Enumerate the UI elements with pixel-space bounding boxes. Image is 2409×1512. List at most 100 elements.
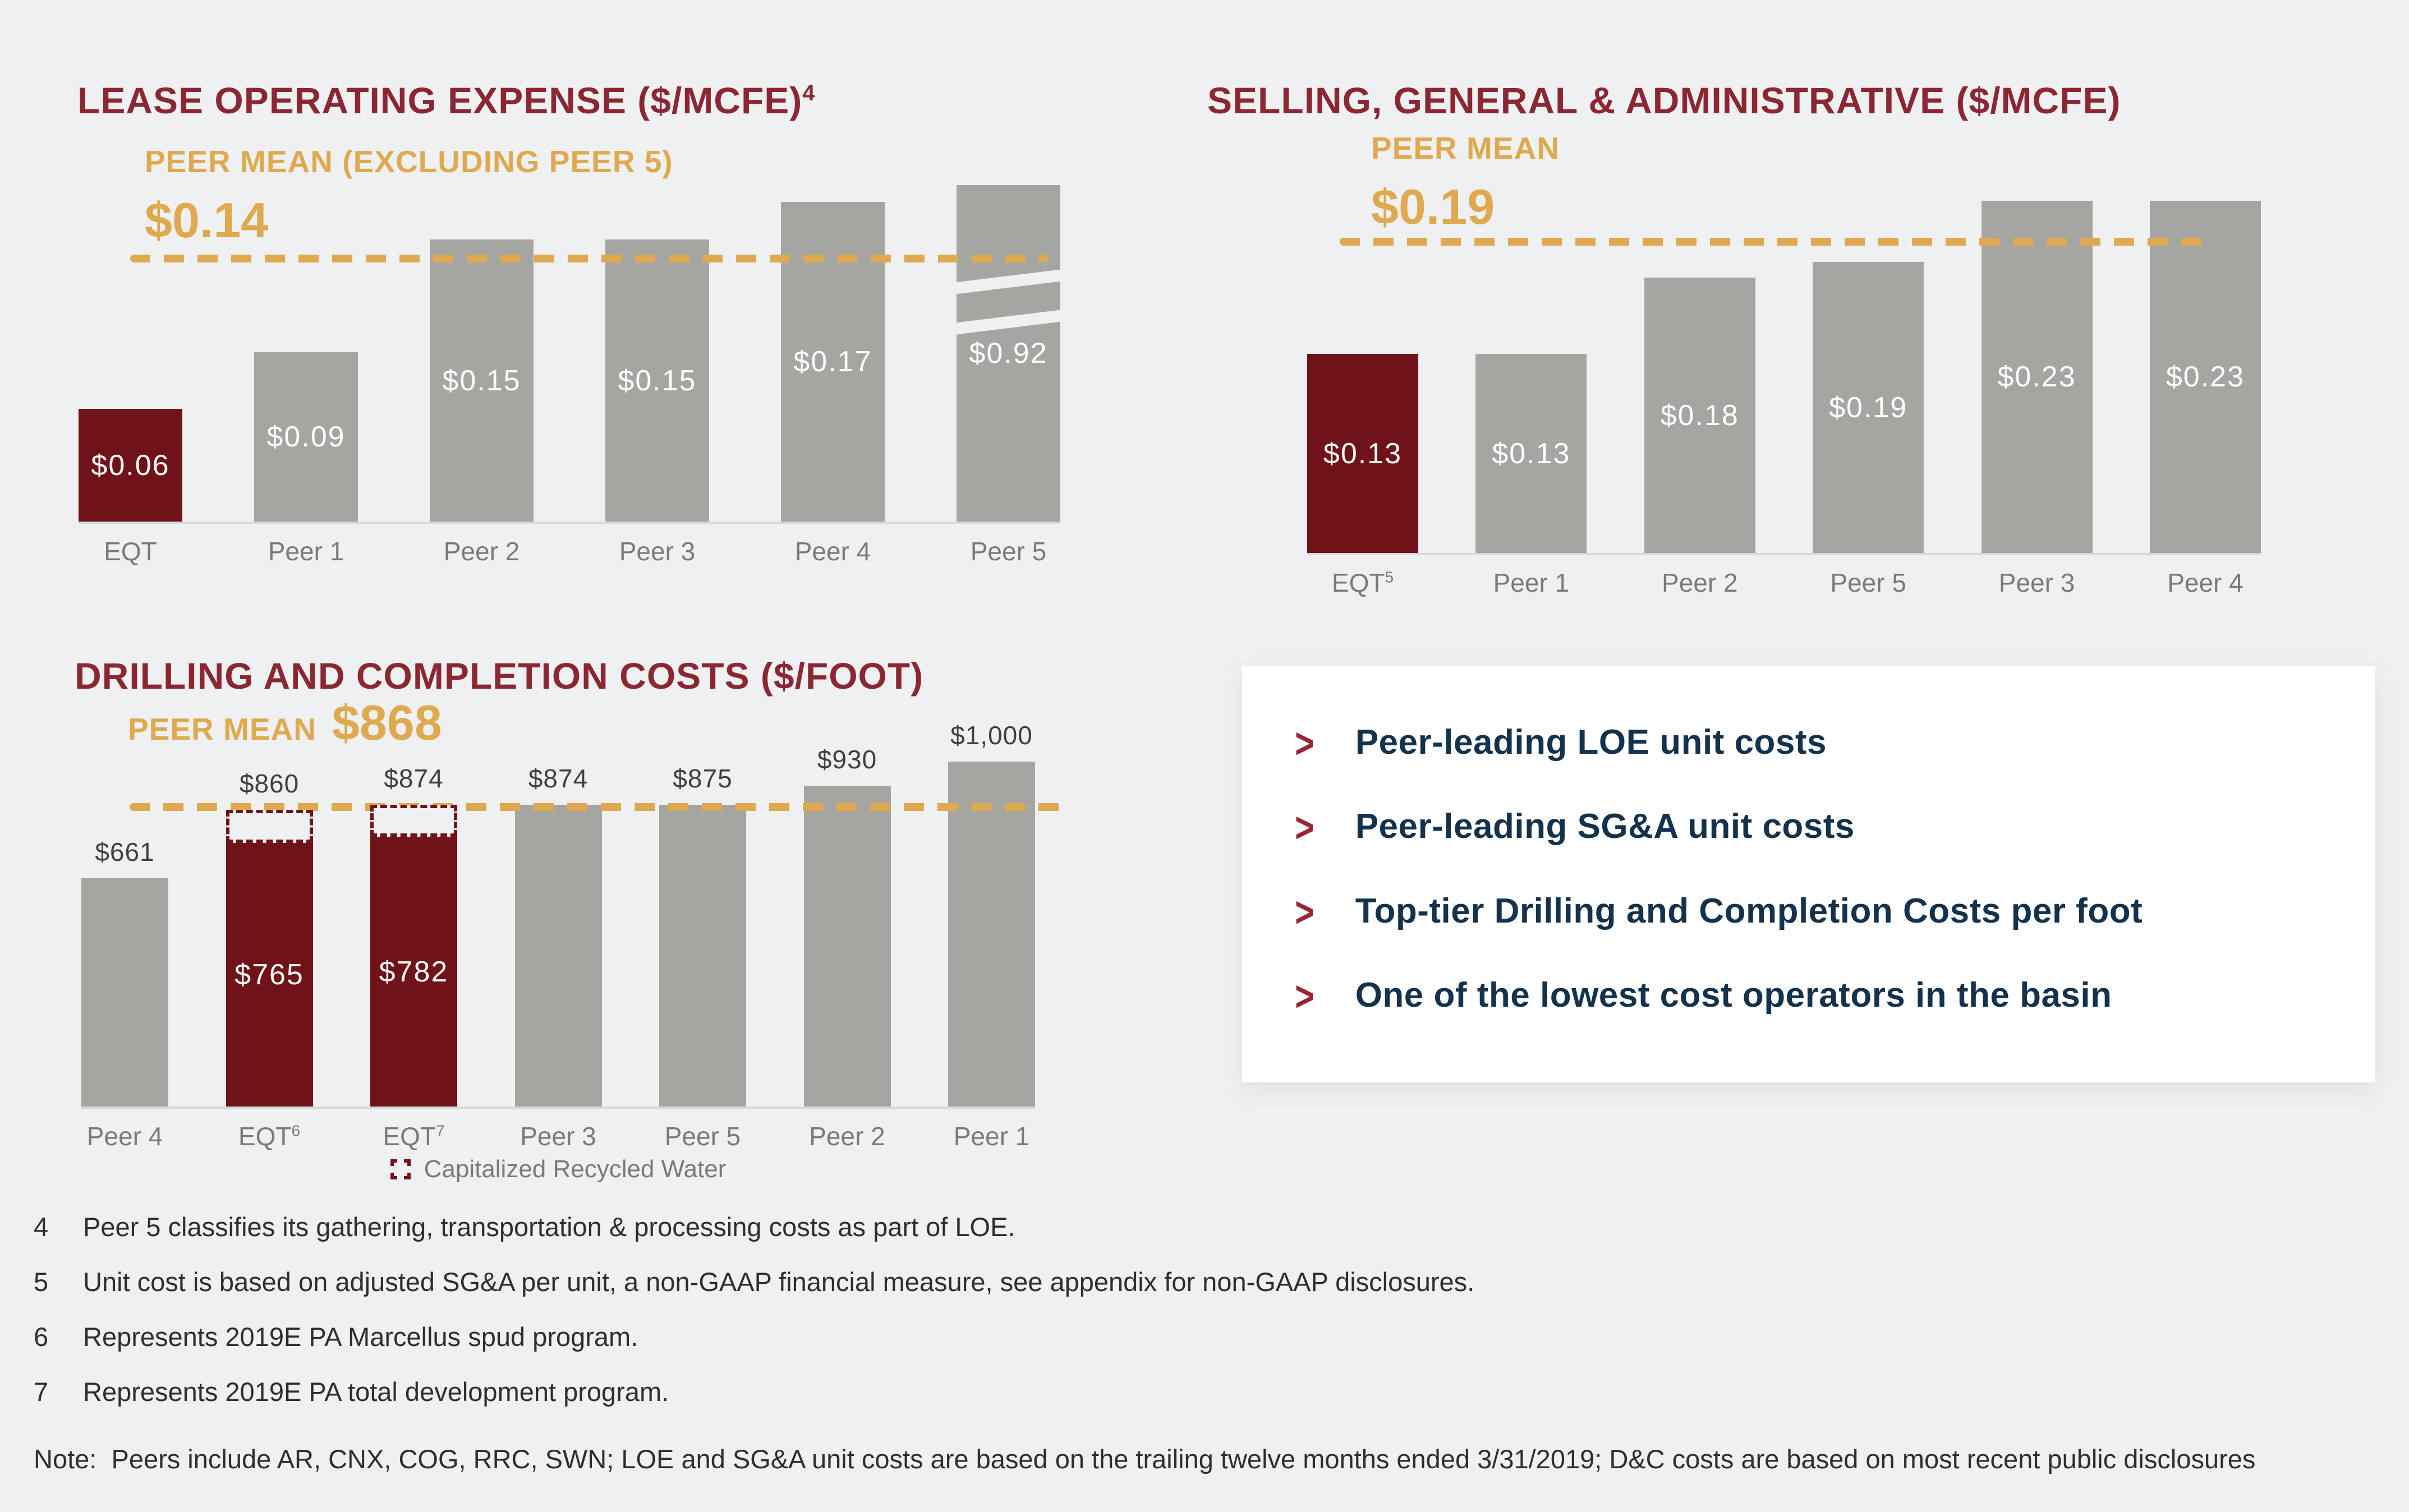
bar-value-label: $0.19 [1829,391,1908,424]
bar-slot-peer-2: $930 Peer 2 [803,745,891,1151]
bar-slot-eqt: $0.06 EQT [79,409,182,566]
bar-value-label: $0.09 [266,421,346,453]
chevron-right-icon: > [1295,718,1314,767]
footnote-text: Represents 2019E PA Marcellus spud progr… [83,1322,638,1352]
callout-bullet-text: Top-tier Drilling and Completion Costs p… [1355,891,2143,930]
sgna-peer-mean-value: $0.19 [1371,179,1495,234]
bar-slot-eqt7: $874 $782 EQT7 [370,764,457,1151]
key-takeaways-callout: > Peer-leading LOE unit costs > Peer-leadin… [1242,666,2375,1082]
peer-bar: $0.19 [1813,262,1924,553]
bar-category-label: Peer 4 [86,1122,163,1151]
sgna-chart-title-text: SELLING, GENERAL & ADMINISTRATIVE ($/MCF… [1207,79,2121,121]
peer-bar: $0.13 [1475,354,1587,553]
sgna-peer-mean-line [1340,238,2209,246]
bar-category-label: Peer 5 [664,1122,741,1151]
bar-slot-peer-1: $1,000 Peer 1 [948,721,1035,1151]
peer-bar [659,805,746,1107]
peer-bar: $0.23 [1981,201,2093,553]
footnote: 5 Unit cost is based on adjusted SG&A per… [34,1266,1474,1297]
peer-bar [948,762,1035,1107]
note-text: Peers include AR, CNX, COG, RRC, SWN; LO… [111,1444,2256,1474]
bar-category-label: Peer 3 [1998,568,2075,597]
footnote: 4 Peer 5 classifies its gathering, transp… [34,1211,1474,1242]
loe-peer-mean-value: $0.14 [145,192,269,248]
callout-bullet-text: One of the lowest cost operators in the … [1355,975,2112,1015]
bar-slot-eqt5: $0.13 EQT5 [1307,354,1418,597]
sgna-plot-area: $0.13 EQT5 $0.13 Peer 1 $0.18 Peer 2 $0.19 Peer… [1307,197,2261,597]
axis-break-stripe [946,268,1070,296]
bar-total-label: $930 [817,745,877,774]
bar-category-label: Peer 1 [268,537,344,566]
callout-bullet: > Top-tier Drilling and Completion Costs … [1295,888,2322,935]
bar-total-label: $1,000 [950,721,1033,750]
bar-value-label: $0.06 [91,449,170,482]
callout-bullet: > Peer-leading SG&A unit costs [1295,803,2322,851]
dnc-legend-label: Capitalized Recycled Water [424,1155,727,1183]
bar-value-label: $0.23 [2166,361,2245,393]
bar-slot-peer-5: $0.92 Peer 5 [946,185,1070,566]
bar-value-label: $0.15 [618,364,697,397]
bar-category-label: Peer 5 [970,537,1047,566]
peer-bar: $0.17 [781,202,885,522]
bar-slot-peer-5: $0.19 Peer 5 [1813,262,1924,597]
loe-peer-mean-line [130,255,1048,262]
footnote-number: 4 [34,1212,49,1242]
bar-category-label: EQT7 [383,1122,445,1151]
capitalized-recycled-water-cap [226,810,313,843]
sgna-peer-mean: PEER MEAN $0.19 [1371,130,1560,236]
peer-bar [81,878,168,1107]
bar-category-label: Peer 2 [443,537,520,566]
bar-category-label: Peer 2 [809,1122,885,1151]
bar-total-label: $860 [239,769,300,798]
dnc-chart-title-text: DRILLING AND COMPLETION COSTS ($/FOOT) [75,654,924,697]
callout-bullet: > Peer-leading LOE unit costs [1295,719,2322,767]
peer-bar: $0.15 [605,239,709,522]
bar-slot-peer-4: $0.23 Peer 4 [2149,201,2261,597]
bar-slot-peer-3: $0.23 Peer 3 [1981,201,2093,597]
bar-category-label: Peer 2 [1662,568,1738,597]
loe-chart-title-text: LEASE OPERATING EXPENSE ($/MCFE) [77,79,803,121]
capitalized-recycled-water-cap [370,805,457,837]
bar-value-label: $782 [379,955,449,988]
capitalized-recycled-water-swatch-icon [390,1159,411,1179]
peer-bar: $0.15 [430,239,534,522]
bar-slot-peer-4: $661 Peer 4 [81,837,168,1151]
category-footnote: 5 [1385,568,1394,586]
peer-bar: $0.18 [1644,278,1755,553]
footnote: 6 Represents 2019E PA Marcellus spud prog… [34,1321,1474,1352]
eqt-bar: $765 [226,843,313,1107]
footnotes: 4 Peer 5 classifies its gathering, transp… [34,1211,1474,1431]
eqt-bar: $782 [370,837,457,1107]
bar-slot-peer-3: $0.15 Peer 3 [605,239,709,566]
footnote-text: Peer 5 classifies its gathering, transpo… [83,1212,1015,1242]
footnote-text: Represents 2019E PA total development pr… [83,1377,669,1407]
bar-category-label: Peer 5 [1830,568,1906,597]
bar-value-label: $0.13 [1323,437,1403,470]
callout-bullet-text: Peer-leading SG&A unit costs [1355,807,1855,846]
peer-bar [514,805,602,1107]
bar-value-label: $0.92 [969,337,1048,370]
chevron-right-icon: > [1295,803,1314,851]
callout-bullet-text: Peer-leading LOE unit costs [1355,723,1827,762]
category-footnote: 7 [435,1122,445,1140]
dnc-peer-mean-label: PEER MEAN [128,712,316,746]
dnc-peer-mean: PEER MEAN $868 [128,694,442,752]
bar-slot-peer-1: $0.09 Peer 1 [254,352,358,566]
bar-slot-peer-3: $874 Peer 3 [514,764,602,1151]
bar-category-label: EQT [104,537,157,566]
bar-total-label: $661 [95,837,155,866]
bar-category-label: Peer 1 [953,1122,1030,1151]
loe-title-footnote: 4 [802,80,816,105]
dnc-peer-mean-line [130,803,1061,811]
bar-value-label: $0.17 [793,345,872,378]
chevron-right-icon: > [1295,971,1314,1020]
dnc-peer-mean-value: $868 [332,695,442,750]
bar-value-label: $0.18 [1660,399,1739,432]
category-footnote: 6 [291,1122,301,1140]
bar-category-label: EQT5 [1331,568,1394,597]
loe-peer-mean: PEER MEAN (EXCLUDING PEER 5) $0.14 [145,144,673,249]
dnc-plot-area: $661 Peer 4 $860 $765 EQT6 $874 $782 EQT7 $874 Pe… [81,721,1061,1151]
loe-plot-area: $0.06 EQT $0.09 Peer 1 $0.15 Peer 2 $0.15 Peer … [79,167,1070,566]
footnote-text: Unit cost is based on adjusted SG&A per … [83,1267,1475,1297]
